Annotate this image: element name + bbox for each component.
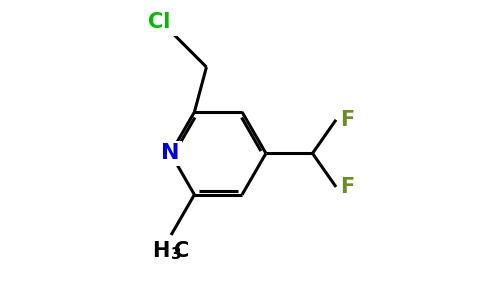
- Text: F: F: [340, 110, 355, 130]
- Text: Cl: Cl: [148, 12, 170, 32]
- Text: F: F: [340, 177, 355, 197]
- Text: H: H: [152, 241, 169, 261]
- Text: N: N: [161, 143, 180, 164]
- Text: C: C: [175, 241, 190, 261]
- Text: 3: 3: [170, 247, 181, 262]
